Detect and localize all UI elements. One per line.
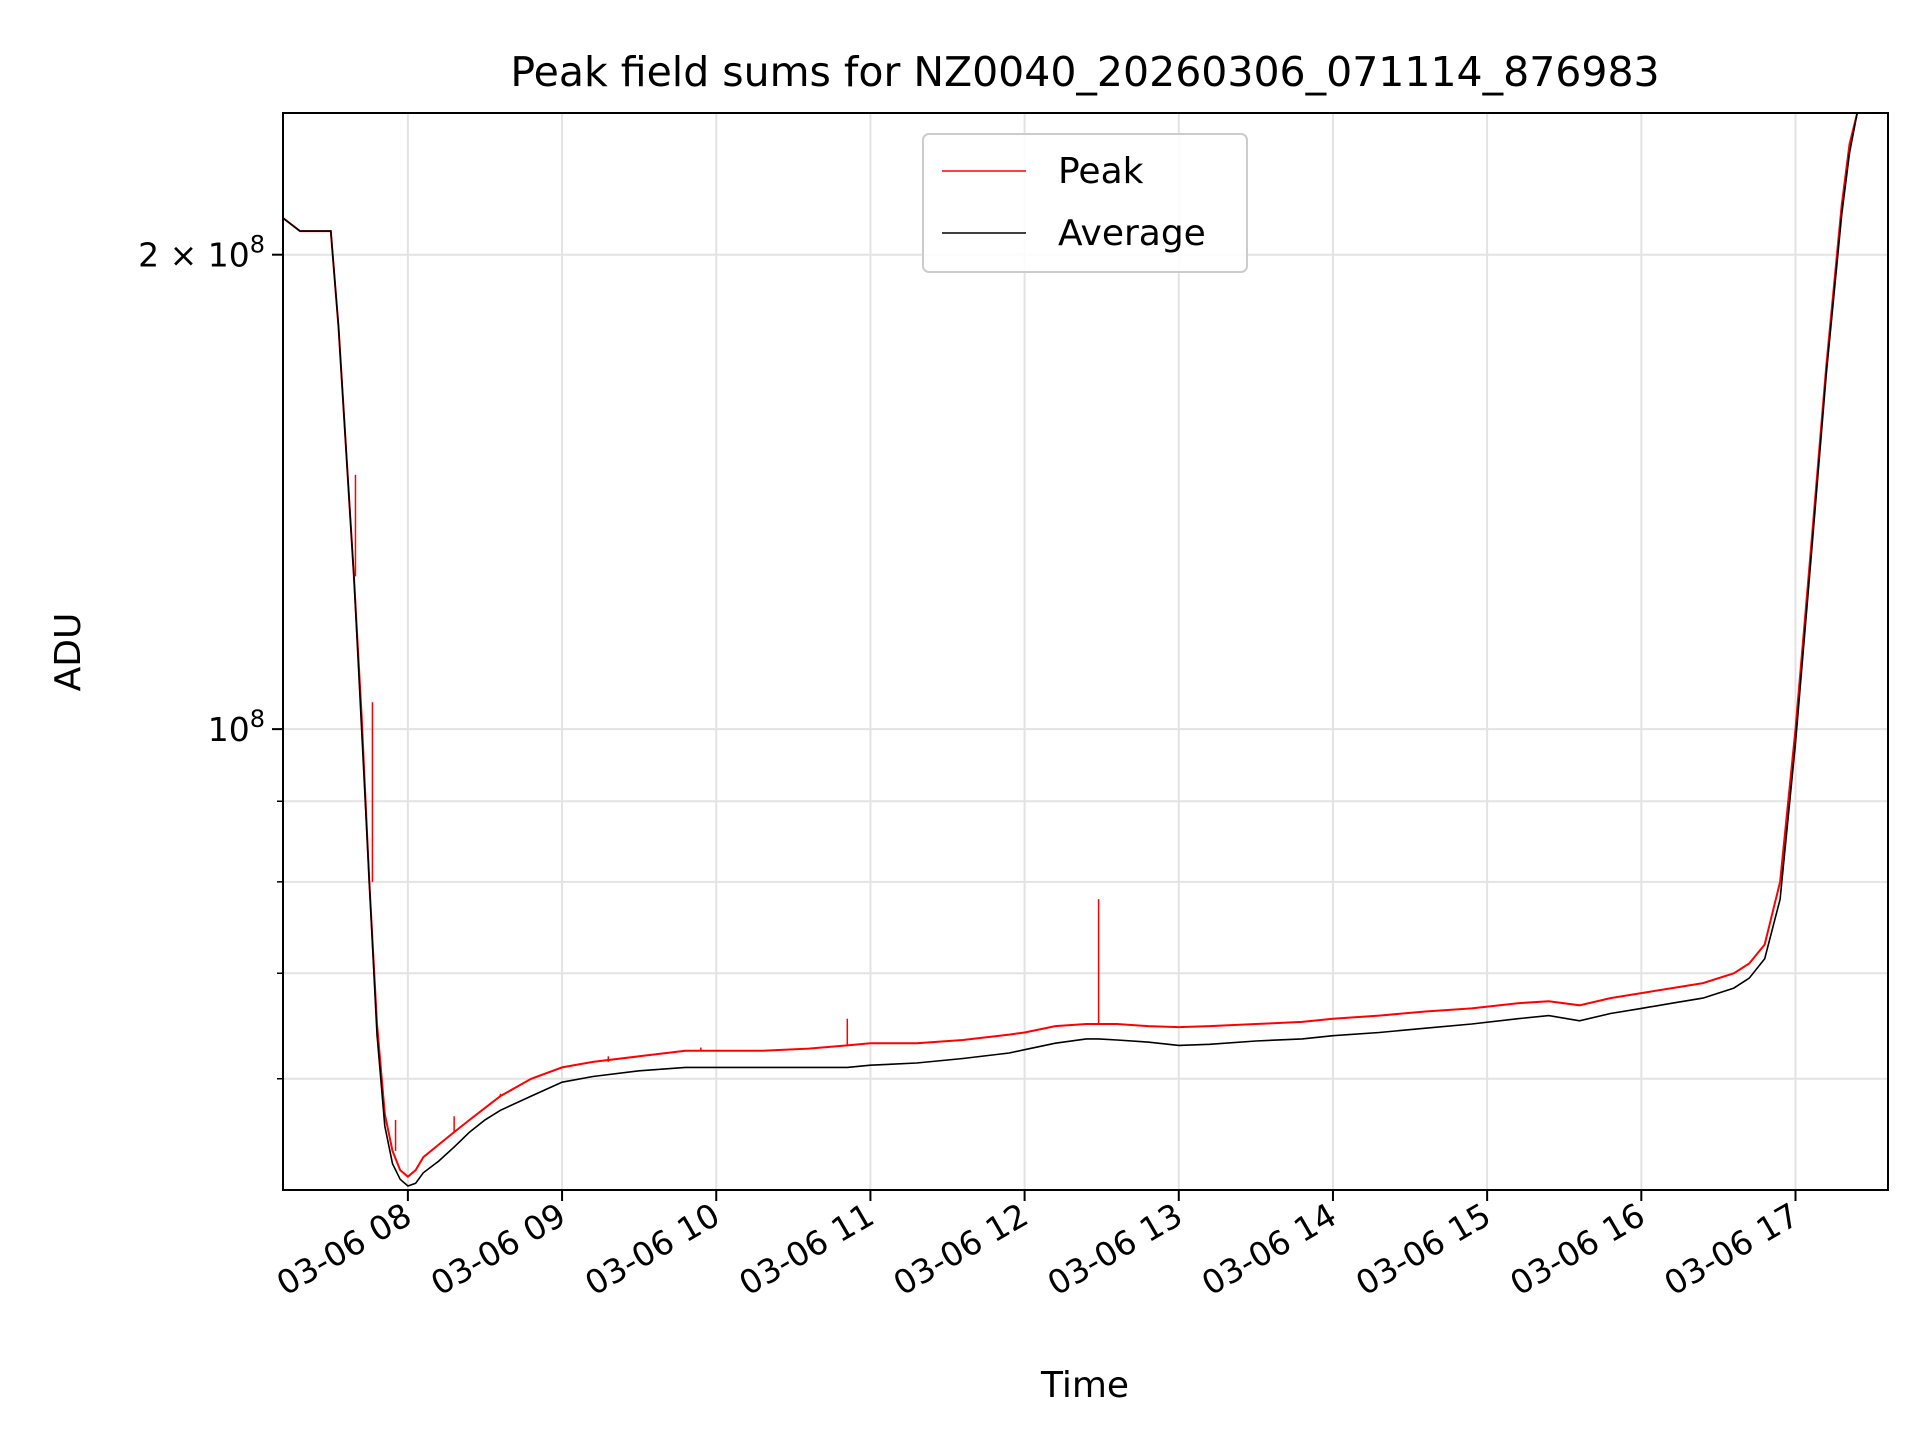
y-axis-label: ADU xyxy=(48,613,89,692)
chart-title: Peak field sums for NZ0040_20260306_0711… xyxy=(510,48,1659,96)
grid xyxy=(283,113,1888,1190)
y-tick-exponent: 8 xyxy=(250,231,265,259)
y-tick-base: 10 xyxy=(208,710,250,749)
series-line-peak xyxy=(283,113,1888,1179)
y-tick-base: 10 xyxy=(208,236,250,275)
y-tick-exponent: 8 xyxy=(250,705,265,733)
legend[interactable]: Peak Average xyxy=(922,133,1248,273)
y-tick-label: 108 xyxy=(208,705,265,749)
y-tick-mantissa: 2 × xyxy=(138,236,208,275)
plot-frame xyxy=(282,112,1889,1191)
series-layer xyxy=(283,113,1888,1187)
legend-label-peak: Peak xyxy=(1058,151,1144,192)
x-axis-label: Time xyxy=(1040,1365,1129,1406)
y-tick-label: 2 × 108 xyxy=(138,231,265,275)
legend-box xyxy=(922,133,1248,273)
legend-label-average: Average xyxy=(1058,213,1206,254)
series-line-average xyxy=(283,113,1888,1187)
